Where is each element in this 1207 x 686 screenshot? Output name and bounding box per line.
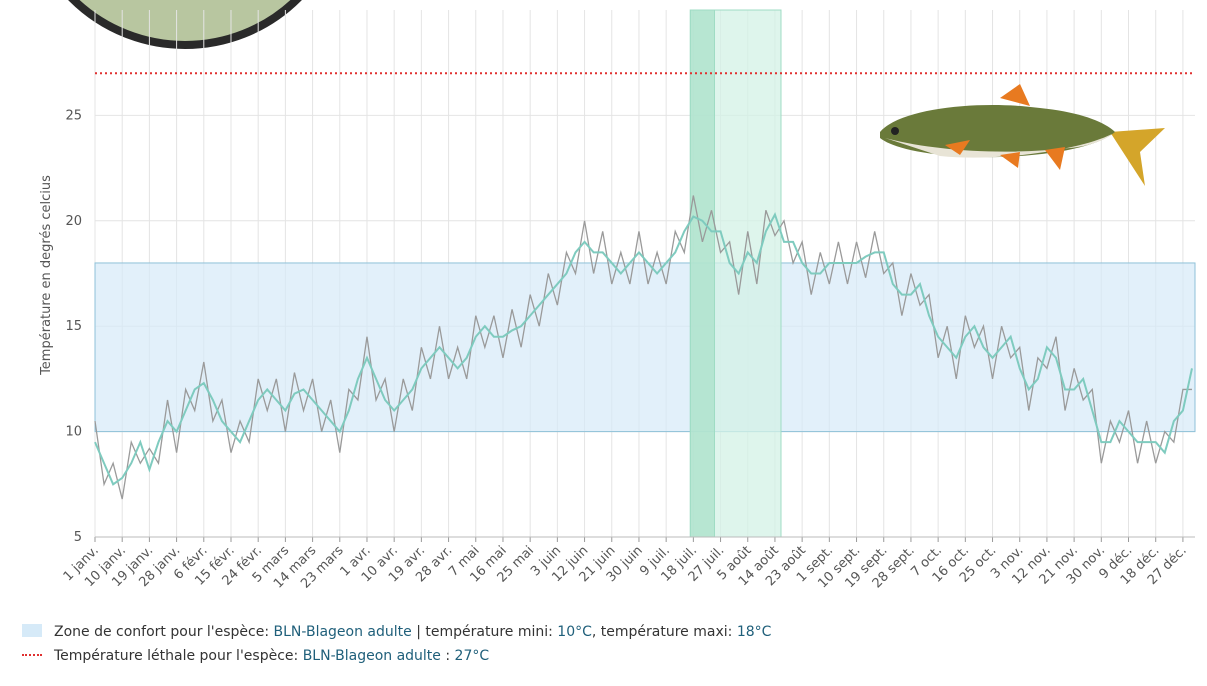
temperature-line <box>94 211 1193 486</box>
legend-swatch <box>22 654 42 656</box>
legend-value: 10°C <box>557 624 592 640</box>
legend-lethal: Température léthale pour l'espèce: BLN-B… <box>22 648 489 664</box>
y-tick-label: 15 <box>65 319 82 334</box>
legend-text: Zone de confort pour l'espèce: <box>54 624 270 640</box>
legend-species: BLN-Blageon adulte <box>273 624 412 640</box>
legend-species: BLN-Blageon adulte <box>302 648 441 664</box>
legend-swatch <box>22 624 42 637</box>
y-tick-label: 10 <box>65 425 82 440</box>
y-tick-label: 20 <box>65 214 82 229</box>
legend-text: , température maxi: <box>591 624 733 640</box>
y-axis-label: Température en degrés celcius <box>39 175 54 376</box>
legend-text: : <box>445 648 451 664</box>
fish-illustration <box>880 84 1165 186</box>
legend-text: Température léthale pour l'espèce: <box>54 648 299 664</box>
map-thumbnail <box>68 0 302 49</box>
legend-value: 18°C <box>736 624 772 640</box>
y-tick-label: 5 <box>74 530 82 545</box>
period-highlight <box>689 9 716 538</box>
legend-comfort: Zone de confort pour l'espèce: BLN-Blage… <box>22 624 771 640</box>
y-tick-label: 25 <box>65 108 82 123</box>
legend-value: 27°C <box>454 648 490 664</box>
chart: Température en degrés celcius 5101520251… <box>39 0 1196 592</box>
legend-text: | température mini: <box>416 624 553 640</box>
